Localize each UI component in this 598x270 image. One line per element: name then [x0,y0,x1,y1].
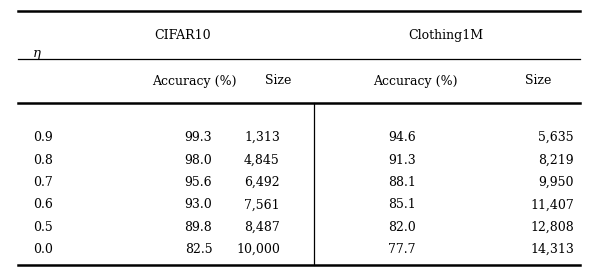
Text: 0.9: 0.9 [33,131,53,144]
Text: 4,845: 4,845 [244,154,280,167]
Text: Accuracy (%): Accuracy (%) [152,75,237,87]
Text: 0.5: 0.5 [33,221,53,234]
Text: 99.3: 99.3 [185,131,212,144]
Text: 12,808: 12,808 [530,221,574,234]
Text: 0.0: 0.0 [33,243,53,256]
Text: CIFAR10: CIFAR10 [154,29,210,42]
Text: 8,487: 8,487 [244,221,280,234]
Text: 88.1: 88.1 [388,176,416,189]
Text: 0.6: 0.6 [33,198,53,211]
Text: 0.8: 0.8 [33,154,53,167]
Text: Clothing1M: Clothing1M [408,29,483,42]
Text: 8,219: 8,219 [538,154,574,167]
Text: 95.6: 95.6 [185,176,212,189]
Text: η: η [33,48,41,60]
Text: 9,950: 9,950 [539,176,574,189]
Text: 77.7: 77.7 [388,243,416,256]
Text: 93.0: 93.0 [185,198,212,211]
Text: Accuracy (%): Accuracy (%) [373,75,458,87]
Text: Size: Size [525,75,551,87]
Text: 11,407: 11,407 [530,198,574,211]
Text: 1,313: 1,313 [244,131,280,144]
Text: 91.3: 91.3 [388,154,416,167]
Text: 85.1: 85.1 [388,198,416,211]
Text: 89.8: 89.8 [185,221,212,234]
Text: 82.5: 82.5 [185,243,212,256]
Text: 5,635: 5,635 [538,131,574,144]
Text: 6,492: 6,492 [244,176,280,189]
Text: 94.6: 94.6 [388,131,416,144]
Text: 82.0: 82.0 [388,221,416,234]
Text: 7,561: 7,561 [244,198,280,211]
Text: Size: Size [265,75,291,87]
Text: 14,313: 14,313 [530,243,574,256]
Text: 98.0: 98.0 [185,154,212,167]
Text: 10,000: 10,000 [236,243,280,256]
Text: 0.7: 0.7 [33,176,53,189]
